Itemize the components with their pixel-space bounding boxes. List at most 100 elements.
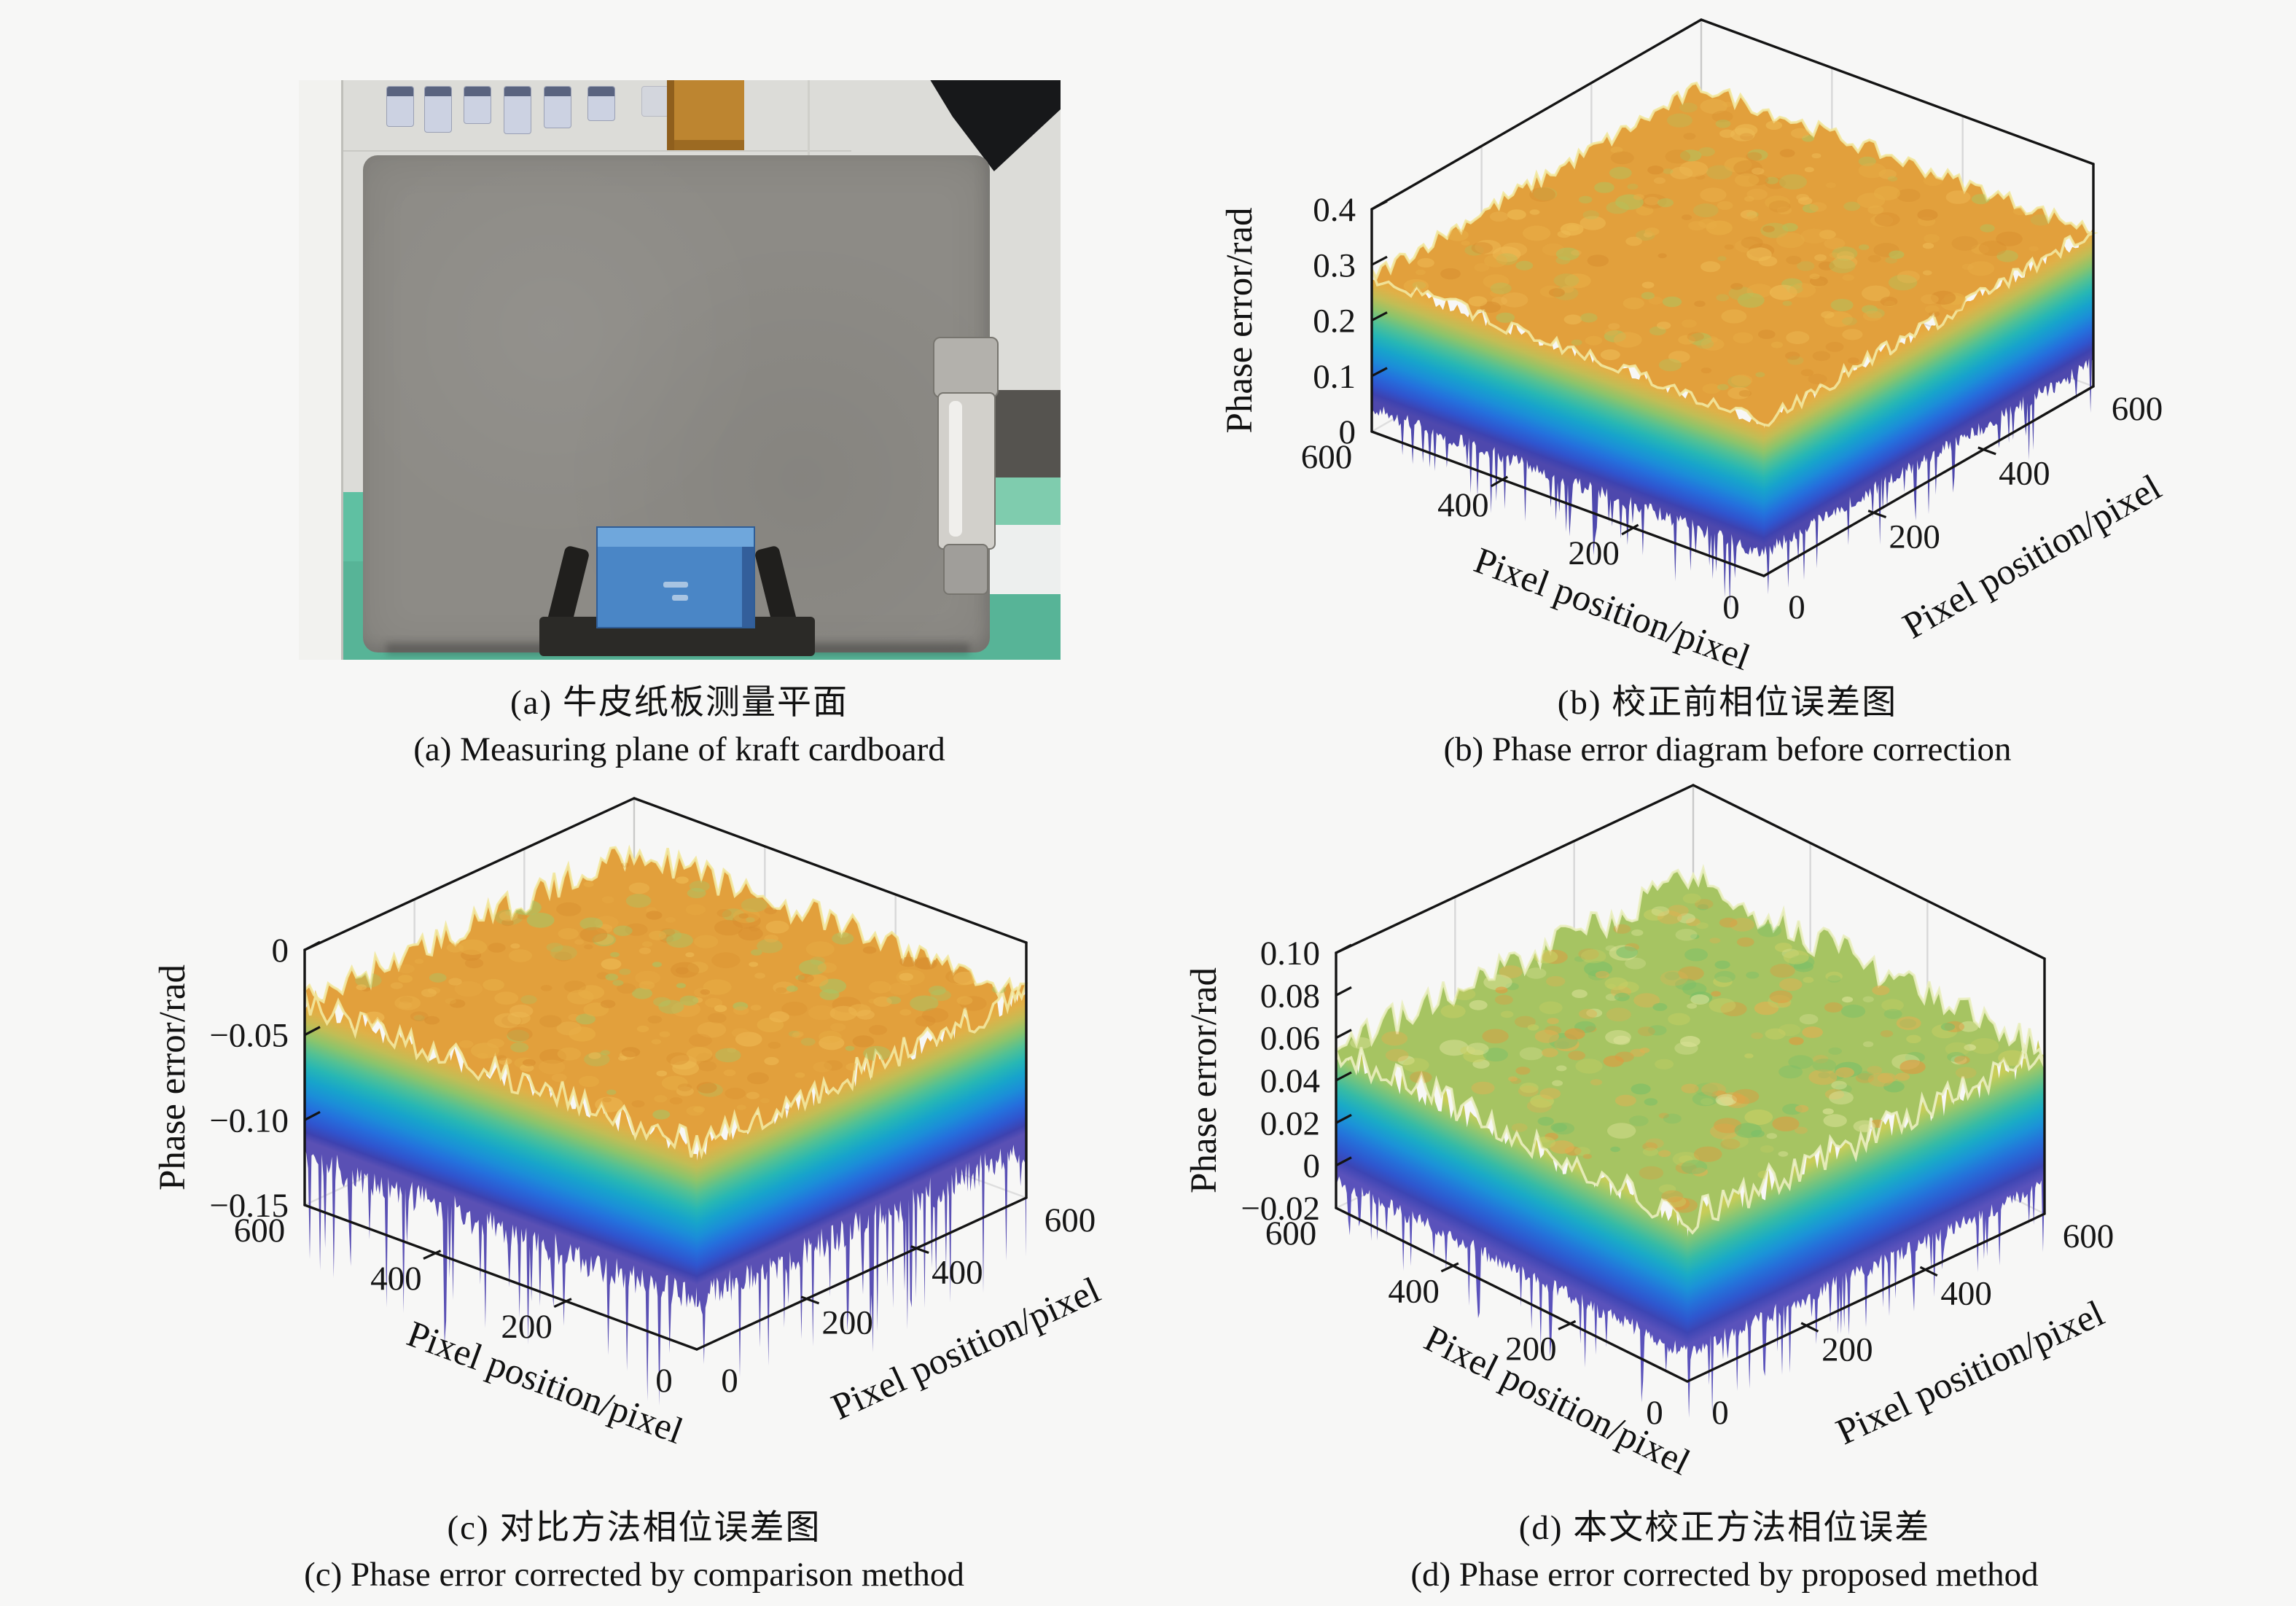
mottle-blob (1808, 1069, 1838, 1085)
mottle-blob (1469, 999, 1488, 1010)
mottle-blob (458, 1040, 474, 1048)
mottle-blob (526, 912, 555, 928)
mottle-blob (1717, 200, 1733, 210)
photo-shelf-item (587, 86, 615, 121)
mottle-blob (797, 973, 814, 983)
mottle-blob (1795, 1104, 1809, 1112)
mottle-blob (1737, 292, 1765, 308)
mottle-blob (676, 876, 689, 884)
mottle-blob (1832, 246, 1858, 261)
mottle-blob (1604, 328, 1618, 336)
mottle-blob (749, 925, 760, 932)
mottle-blob (612, 980, 624, 986)
mottle-blob (1697, 904, 1709, 911)
mottle-blob (636, 1025, 649, 1032)
mottle-blob (1685, 918, 1700, 927)
mottle-blob (619, 968, 631, 975)
mottle-blob (1747, 149, 1768, 161)
axis-edge (1370, 430, 1765, 577)
mottle-blob (1717, 383, 1729, 391)
axis-box (1370, 18, 2095, 577)
mottle-blob (685, 952, 695, 958)
mottle-blob (1765, 120, 1783, 130)
photo-kraft-cardboard (299, 80, 1061, 660)
y-axis-tick-label: 0 (1788, 588, 1805, 626)
mottle-blob (493, 1013, 521, 1028)
mottle-blob (658, 999, 684, 1014)
mottle-blob (1709, 998, 1736, 1013)
axis-edge (633, 797, 1028, 944)
mottle-blob (1684, 948, 1709, 962)
mottle-blob (694, 935, 719, 948)
mottle-blob (1866, 308, 1885, 319)
mottle-blob (1828, 1047, 1842, 1055)
photo-shelf-item (386, 86, 414, 127)
mottle-blob (1836, 251, 1855, 261)
mottle-blob (1802, 1026, 1823, 1038)
z-axis-tick-label: 0.2 (1313, 303, 1356, 340)
mottle-blob (550, 945, 577, 961)
mottle-blob (1446, 229, 1469, 241)
mottle-blob (1690, 994, 1710, 1005)
axis-edge (695, 1196, 1028, 1351)
mottle-blob (1996, 250, 2018, 262)
mottle-blob (1786, 255, 1802, 265)
mottle-blob (1571, 249, 1582, 256)
z-axis-tick-label: 0.06 (1260, 1020, 1320, 1058)
mottle-blob (454, 981, 483, 997)
shelf-item-cap (544, 87, 571, 96)
mottle-blob (915, 1015, 936, 1027)
mottle-blob (1523, 225, 1551, 241)
surface-top-mottle (1350, 893, 2027, 1213)
y-axis-tick-label: 600 (1044, 1201, 1096, 1239)
mottle-blob (1679, 1155, 1693, 1163)
mottle-blob (1381, 1031, 1408, 1046)
mottle-blob (1872, 985, 1890, 996)
mottle-blob (862, 946, 877, 954)
mottle-blob (1661, 1190, 1684, 1203)
caption-d-english: (d) Phase error corrected by proposed me… (1410, 1556, 2039, 1594)
mottle-blob (1670, 166, 1693, 179)
mottle-blob (539, 1015, 562, 1028)
mottle-blob (1658, 1184, 1676, 1194)
mottle-blob (1539, 1088, 1561, 1100)
axis-edge (303, 1204, 698, 1351)
mottle-blob (507, 1029, 530, 1042)
z-axis-tick-label: −0.05 (209, 1017, 289, 1055)
mottle-blob (956, 996, 973, 1005)
mottle-blob (1580, 313, 1598, 323)
mottle-blob (1955, 1067, 1977, 1079)
x-axis-tick (553, 1298, 572, 1308)
mottle-blob (1608, 323, 1620, 330)
mottle-blob (1466, 1042, 1489, 1056)
mottle-blob (1681, 1083, 1699, 1094)
mottle-blob (832, 932, 854, 945)
mottle-blob (792, 1032, 803, 1039)
mottle-blob (1698, 147, 1715, 157)
mottle-blob (1701, 1083, 1727, 1096)
mottle-blob (829, 1036, 840, 1042)
mottle-blob (509, 1005, 534, 1018)
z-axis-tick (1335, 943, 1352, 954)
mottle-blob (394, 996, 421, 1010)
mottle-blob (1603, 1056, 1624, 1067)
axis-edge (1692, 784, 2046, 960)
mottle-blob (795, 975, 805, 981)
axis-edge (1370, 18, 1703, 211)
mottle-blob (1802, 203, 1819, 213)
mottle-blob (1896, 189, 1921, 202)
mottle-blob (1440, 1004, 1466, 1018)
mottle-blob (1702, 383, 1721, 394)
mottle-blob (1690, 934, 1700, 940)
mottle-blob (1711, 991, 1722, 997)
mottle-blob (1746, 971, 1760, 979)
mottle-blob (1778, 1065, 1803, 1079)
mottle-blob (1762, 225, 1775, 233)
mottle-blob (1924, 305, 1940, 313)
mottle-blob (646, 911, 663, 920)
mottle-blob (449, 999, 466, 1008)
z-axis-tick (1335, 1156, 1352, 1167)
mottle-blob (563, 981, 587, 993)
mottle-blob (1811, 153, 1821, 159)
